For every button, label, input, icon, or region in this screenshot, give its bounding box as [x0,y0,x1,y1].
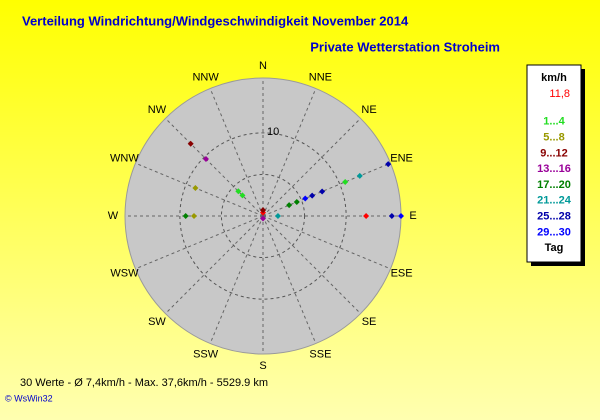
legend-entry: 25...28 [537,211,571,223]
legend-entry: 11,8 [549,88,570,100]
direction-label: E [409,210,416,222]
chart-title: Verteilung Windrichtung/Windgeschwindigk… [22,13,409,28]
legend-entry: 13...16 [537,163,571,175]
legend-title: km/h [541,72,567,84]
direction-label: ESE [391,267,413,279]
direction-label: NW [148,104,167,116]
spoke [209,215,264,344]
spoke [165,118,264,217]
footer: 30 Werte - Ø 7,4km/h - Max. 37,6km/h - 5… [20,377,268,389]
data-point [302,195,309,202]
data-point [260,215,266,222]
spoke [262,215,317,344]
legend-entry: 9...12 [540,147,568,159]
direction-label: SSE [309,348,331,360]
data-point [191,213,197,219]
spoke [262,88,317,217]
direction-label: SW [148,316,166,328]
data-point [235,188,242,195]
legend-entry: 1...4 [543,116,565,128]
chart-subtitle: Private Wetterstation Stroheim [310,39,500,54]
data-point [202,155,209,162]
spoke [135,162,264,217]
spoke [135,215,264,270]
direction-label: N [259,60,267,72]
spoke [209,88,264,217]
legend-entry: 29...30 [537,226,571,238]
legend-box [526,64,582,263]
spoke [262,215,361,314]
legend-note: Tag [545,242,564,254]
data-point [192,185,199,192]
direction-label: NE [361,104,376,116]
direction-label: SE [362,316,377,328]
legend-entry: 5...8 [543,132,564,144]
data-point [293,199,300,206]
grid-circle [220,173,306,259]
data-point [187,140,194,147]
data-point [388,213,395,219]
spoke [165,215,264,314]
direction-label: ENE [390,153,413,165]
spoke [262,118,361,217]
data-point [239,192,246,199]
data-point [319,188,326,195]
data-point [342,178,349,185]
direction-label: S [259,360,266,372]
data-point [182,213,189,219]
legend-entry: 17...20 [537,179,571,191]
data-point [260,207,266,214]
direction-label: SSW [193,348,219,360]
data-point [398,213,404,219]
direction-label: NNE [309,71,332,83]
direction-label: WNW [110,153,139,165]
spoke [262,162,391,217]
data-point [385,161,392,168]
data-point [356,172,363,179]
direction-label: NNW [192,71,219,83]
grid-circle [179,132,347,300]
data-point [363,213,370,219]
direction-label: WSW [110,267,139,279]
data-point [274,213,281,219]
r-tick-label: 10 [267,126,279,138]
data-point [286,202,293,209]
legend-entry: 21...24 [537,195,572,207]
direction-label: W [108,210,119,222]
credit: © WsWin32 [5,393,53,403]
spoke [262,215,391,270]
data-point [309,192,316,199]
